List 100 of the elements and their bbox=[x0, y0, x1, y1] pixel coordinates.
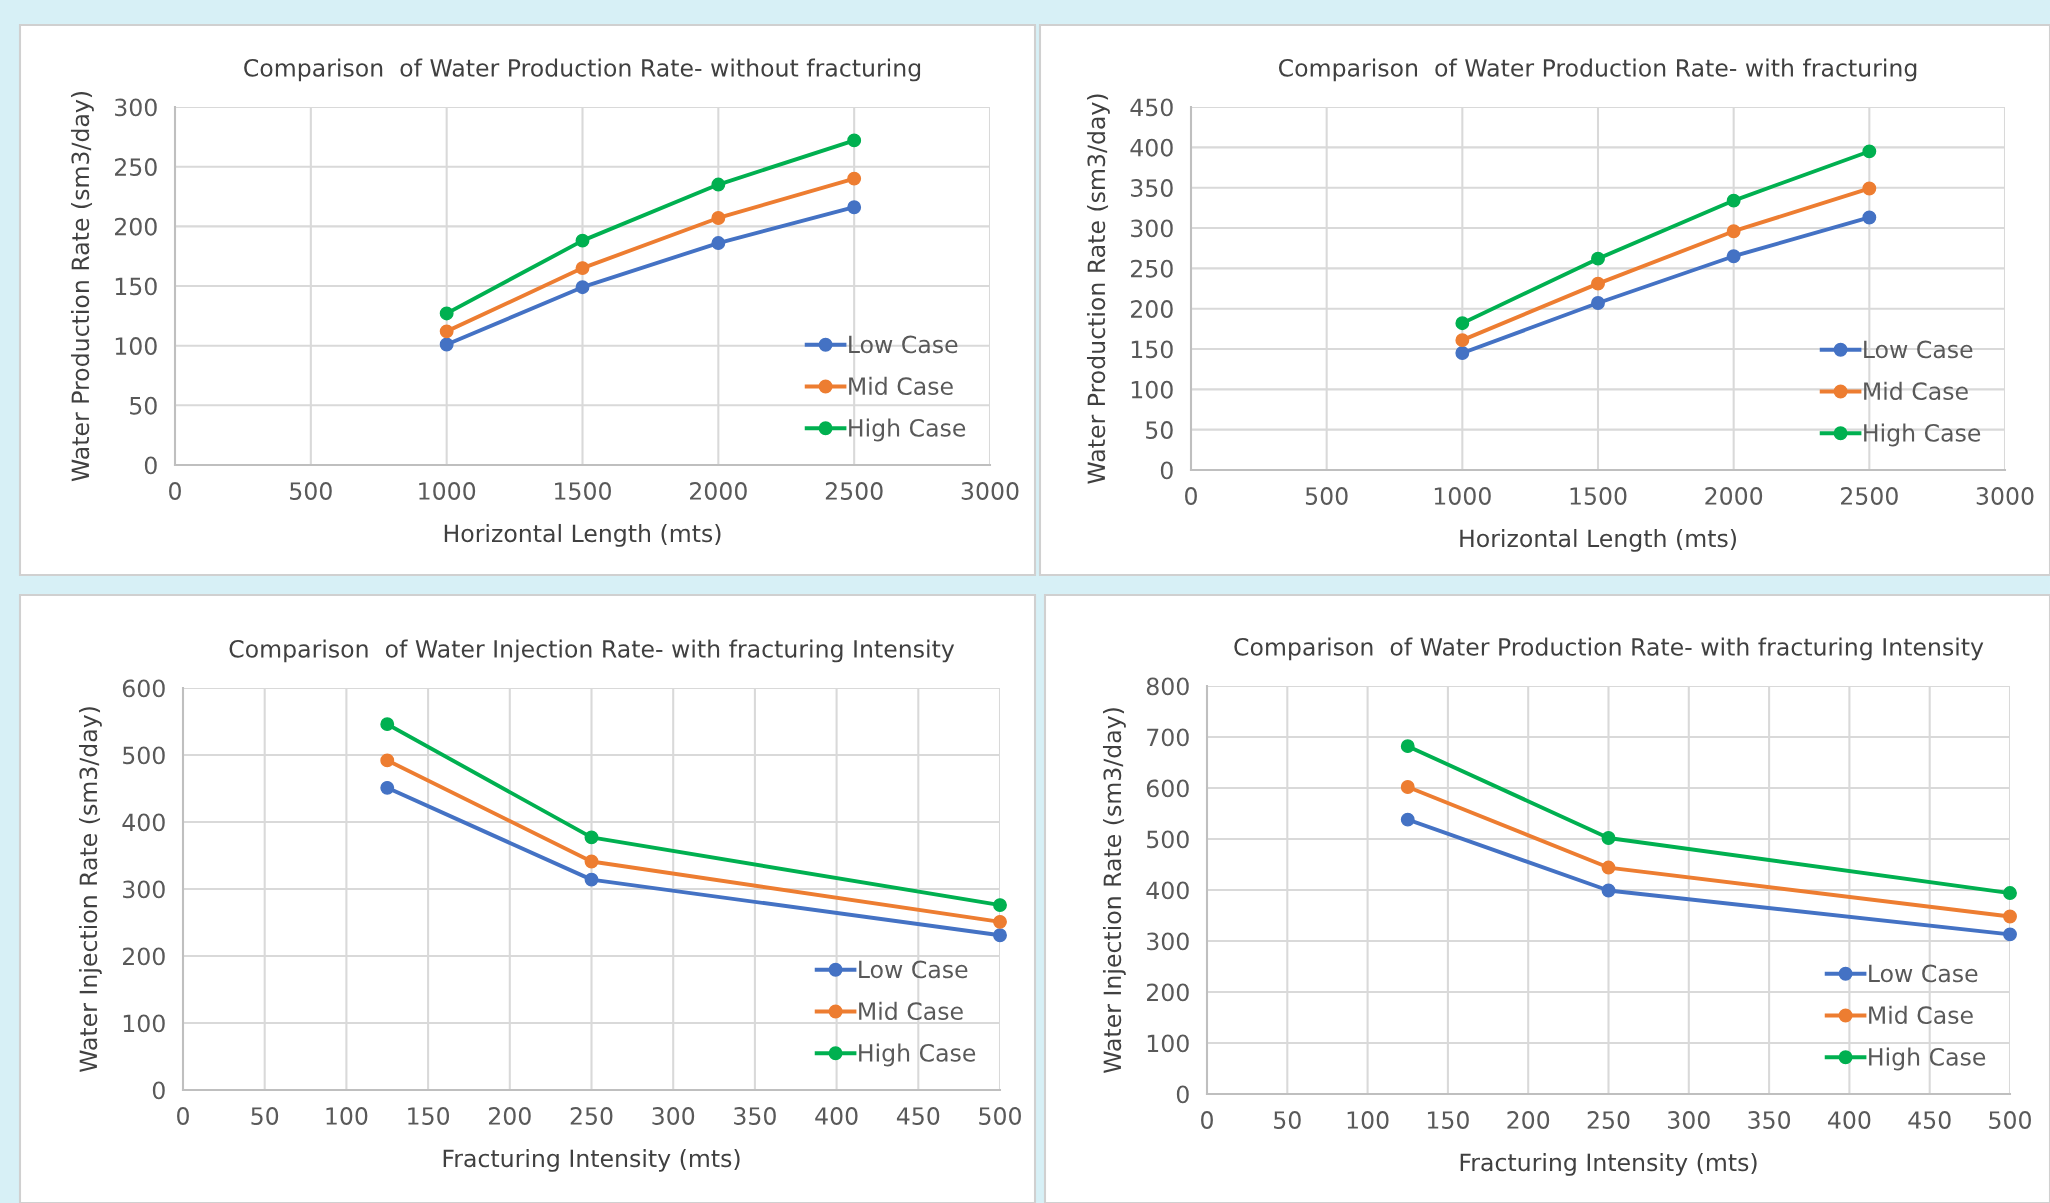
point bbox=[1400, 812, 1415, 827]
chart-title: Comparison of Water Production Rate- with fracturing bbox=[1278, 58, 1917, 82]
y-tick-label: 0 bbox=[1176, 1085, 1189, 1104]
y-tick-label: 450 bbox=[1130, 98, 1173, 117]
legend-label: Low Case bbox=[859, 960, 968, 979]
chart-title: Comparison of Water Injection Rate- with fracturing Intensity bbox=[229, 639, 955, 663]
x-tick-label: 300 bbox=[652, 1107, 695, 1125]
point bbox=[1455, 316, 1470, 331]
x-tick-label: 400 bbox=[1828, 1111, 1871, 1129]
point bbox=[1455, 333, 1470, 348]
x-tick-label: 150 bbox=[1427, 1111, 1469, 1129]
point bbox=[439, 337, 454, 352]
y-tick-label: 100 bbox=[1147, 1034, 1189, 1053]
y-tick-label: 0 bbox=[1160, 461, 1173, 480]
chart-title: Comparison of Water Production Rate- without fracturing bbox=[244, 58, 921, 82]
point bbox=[711, 211, 726, 225]
point bbox=[1862, 181, 1877, 196]
point bbox=[584, 854, 599, 869]
point bbox=[2003, 886, 2017, 901]
x-tick-label: 1000 bbox=[419, 482, 476, 500]
y-tick-label: 200 bbox=[123, 947, 165, 966]
y-tick-label: 300 bbox=[123, 880, 165, 899]
y-axis-title: Water Injection Rate (sm3/day) bbox=[1102, 708, 1126, 1074]
point bbox=[993, 914, 1007, 929]
y-tick-label: 150 bbox=[115, 277, 157, 296]
y-tick-label: 600 bbox=[1146, 779, 1189, 798]
legend-label: High Case bbox=[859, 1043, 976, 1067]
y-tick-label: 50 bbox=[1146, 421, 1173, 439]
point bbox=[2003, 927, 2017, 942]
point bbox=[993, 928, 1007, 943]
y-tick-label: 400 bbox=[1130, 138, 1173, 157]
x-tick-label: 450 bbox=[896, 1107, 940, 1125]
y-tick-label: 600 bbox=[122, 679, 165, 698]
x-tick-label: 50 bbox=[251, 1107, 279, 1125]
chart-title: Comparison of Water Production Rate- with fracturing Intensity bbox=[1234, 637, 1984, 661]
point bbox=[380, 753, 395, 768]
x-tick-label: 2000 bbox=[690, 482, 747, 500]
legend-label: Low Case bbox=[1869, 964, 1978, 983]
point bbox=[993, 898, 1007, 913]
y-tick-label: 300 bbox=[1147, 932, 1189, 951]
point bbox=[1400, 780, 1415, 794]
x-tick-label: 100 bbox=[326, 1107, 368, 1125]
legend-label: Mid Case bbox=[1869, 1005, 1973, 1025]
x-axis-title: Horizontal Length (mts) bbox=[444, 523, 721, 547]
point bbox=[1862, 210, 1877, 225]
x-tick-label: 350 bbox=[734, 1107, 776, 1125]
x-tick-label: 0 bbox=[1201, 1111, 1213, 1129]
point bbox=[584, 872, 599, 887]
point bbox=[380, 780, 395, 795]
point bbox=[575, 233, 590, 248]
x-tick-label: 250 bbox=[570, 1107, 613, 1125]
x-tick-label: 250 bbox=[1587, 1111, 1630, 1129]
y-tick-label: 400 bbox=[122, 813, 165, 832]
point bbox=[575, 280, 590, 295]
y-tick-label: 250 bbox=[115, 158, 157, 176]
x-tick-label: 350 bbox=[1748, 1111, 1791, 1129]
x-axis-title: Fracturing Intensity (mts) bbox=[1460, 1152, 1757, 1176]
y-tick-label: 100 bbox=[1131, 380, 1173, 399]
point bbox=[2003, 909, 2017, 924]
point bbox=[1726, 193, 1741, 208]
point bbox=[439, 324, 454, 339]
legend-label: Mid Case bbox=[849, 376, 953, 396]
x-tick-label: 450 bbox=[1908, 1111, 1951, 1129]
y-tick-label: 400 bbox=[1146, 881, 1189, 900]
y-tick-label: 350 bbox=[1131, 179, 1173, 197]
x-tick-label: 500 bbox=[1989, 1111, 2031, 1129]
x-tick-label: 2500 bbox=[1841, 487, 1898, 505]
y-axis-title: Water Production Rate (sm3/day) bbox=[1086, 94, 1110, 484]
legend-label: High Case bbox=[1869, 1047, 1986, 1071]
y-tick-label: 150 bbox=[1131, 340, 1173, 359]
point bbox=[1591, 296, 1605, 310]
x-tick-label: 200 bbox=[1507, 1111, 1550, 1129]
point bbox=[1455, 346, 1470, 360]
y-tick-label: 700 bbox=[1147, 728, 1189, 747]
y-tick-label: 200 bbox=[115, 217, 157, 236]
x-axis-title: Horizontal Length (mts) bbox=[1460, 528, 1736, 552]
point bbox=[711, 236, 726, 250]
y-tick-label: 500 bbox=[123, 746, 165, 765]
x-tick-label: 150 bbox=[408, 1107, 450, 1125]
legend-label: Low Case bbox=[849, 335, 958, 354]
x-tick-label: 500 bbox=[290, 482, 332, 500]
y-tick-label: 100 bbox=[123, 1014, 165, 1033]
x-tick-label: 400 bbox=[815, 1107, 858, 1125]
point bbox=[1601, 860, 1616, 875]
point bbox=[1400, 739, 1415, 754]
y-tick-label: 200 bbox=[1147, 983, 1189, 1002]
y-tick-label: 250 bbox=[1131, 259, 1173, 278]
point bbox=[1591, 251, 1605, 266]
point bbox=[575, 261, 590, 276]
point bbox=[847, 133, 862, 148]
y-tick-label: 0 bbox=[144, 456, 157, 475]
point bbox=[380, 717, 395, 732]
x-tick-label: 2500 bbox=[825, 482, 883, 500]
point bbox=[847, 200, 862, 215]
y-tick-label: 300 bbox=[115, 98, 157, 117]
point bbox=[1591, 276, 1605, 291]
point bbox=[711, 177, 726, 192]
y-axis-title: Water Injection Rate (sm3/day) bbox=[78, 707, 102, 1073]
x-tick-label: 500 bbox=[979, 1107, 1021, 1125]
x-tick-label: 0 bbox=[169, 482, 181, 500]
